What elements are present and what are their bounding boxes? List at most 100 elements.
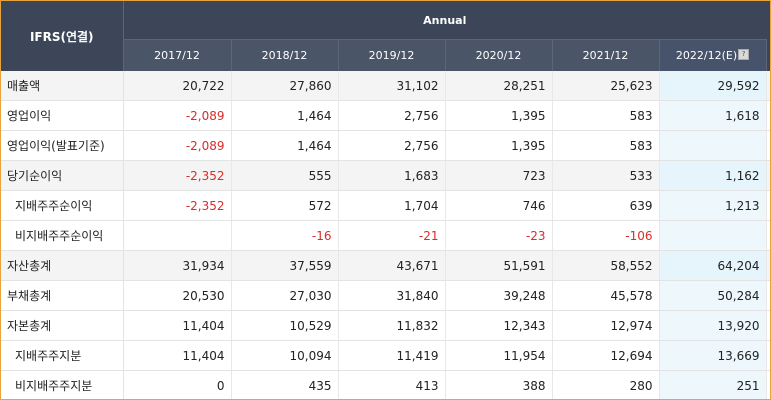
table-row: 지배주주지분 11,404 10,094 11,419 11,954 12,694 13,6…: [1, 340, 770, 371]
estimate-value-cell: 1,162: [659, 160, 767, 191]
value-cell: 39,248: [445, 280, 553, 311]
value-cell: 555: [231, 160, 339, 191]
value-cell: -106: [552, 220, 660, 251]
value-cell: 12,974: [552, 310, 660, 341]
header-overflow-edge: [766, 1, 770, 71]
row-label: 비지배주주지분: [1, 370, 124, 399]
value-cell: 583: [552, 100, 660, 131]
row-overflow-edge: [766, 190, 770, 221]
value-cell: -2,352: [123, 190, 232, 221]
estimate-value-cell: 29,592: [659, 71, 767, 101]
estimate-value-cell: 64,204: [659, 250, 767, 281]
value-cell: 0: [123, 370, 232, 399]
value-cell: 58,552: [552, 250, 660, 281]
value-cell: 27,030: [231, 280, 339, 311]
table-row: 영업이익(발표기준) -2,089 1,464 2,756 1,395 583: [1, 130, 770, 161]
value-cell: -16: [231, 220, 339, 251]
table-row: 당기순이익 -2,352 555 1,683 723 533 1,162: [1, 160, 770, 191]
row-label: 자본총계: [1, 310, 124, 341]
value-cell: 11,832: [338, 310, 446, 341]
row-overflow-edge: [766, 250, 770, 281]
value-cell: 639: [552, 190, 660, 221]
value-cell: 11,954: [445, 340, 553, 371]
year-header: 2020/12: [445, 39, 553, 71]
value-cell: 45,578: [552, 280, 660, 311]
value-cell: -21: [338, 220, 446, 251]
table-row: 지배주주순이익 -2,352 572 1,704 746 639 1,213: [1, 190, 770, 221]
value-cell: 1,464: [231, 130, 339, 161]
row-label: 비지배주주순이익: [1, 220, 124, 251]
value-cell: 31,934: [123, 250, 232, 281]
value-cell: 11,419: [338, 340, 446, 371]
row-overflow-edge: [766, 71, 770, 101]
row-label: 지배주주지분: [1, 340, 124, 371]
row-overflow-edge: [766, 100, 770, 131]
estimate-value-cell: 251: [659, 370, 767, 399]
value-cell: 533: [552, 160, 660, 191]
value-cell: 723: [445, 160, 553, 191]
value-cell: 27,860: [231, 71, 339, 101]
value-cell: 413: [338, 370, 446, 399]
year-header: 2021/12: [552, 39, 660, 71]
year-header: 2018/12: [231, 39, 339, 71]
estimate-value-cell: 50,284: [659, 280, 767, 311]
value-cell: 746: [445, 190, 553, 221]
row-label: 영업이익: [1, 100, 124, 131]
value-cell: 31,102: [338, 71, 446, 101]
value-cell: -2,352: [123, 160, 232, 191]
value-cell: 583: [552, 130, 660, 161]
row-label: 영업이익(발표기준): [1, 130, 124, 161]
table-body: 매출액 20,722 27,860 31,102 28,251 25,623 29,592 영…: [1, 71, 770, 399]
table-row: 자본총계 11,404 10,529 11,832 12,343 12,974 13,920: [1, 310, 770, 341]
value-cell: 388: [445, 370, 553, 399]
estimate-value-cell: 13,920: [659, 310, 767, 341]
value-cell: 572: [231, 190, 339, 221]
estimate-value-cell: 1,213: [659, 190, 767, 221]
row-overflow-edge: [766, 340, 770, 371]
value-cell: 11,404: [123, 340, 232, 371]
value-cell: [123, 220, 232, 251]
row-overflow-edge: [766, 220, 770, 251]
value-cell: 1,683: [338, 160, 446, 191]
question-icon[interactable]: ?: [738, 49, 750, 60]
value-cell: -2,089: [123, 130, 232, 161]
value-cell: 37,559: [231, 250, 339, 281]
row-overflow-edge: [766, 310, 770, 341]
value-cell: 12,694: [552, 340, 660, 371]
annual-header: Annual: [123, 1, 767, 40]
year-header: 2017/12: [123, 39, 232, 71]
value-cell: 28,251: [445, 71, 553, 101]
table-row: 자산총계 31,934 37,559 43,671 51,591 58,552 64,204: [1, 250, 770, 281]
estimate-year-label: 2022/12(E): [675, 49, 738, 62]
value-cell: 10,529: [231, 310, 339, 341]
value-cell: 10,094: [231, 340, 339, 371]
table-row: 부채총계 20,530 27,030 31,840 39,248 45,578 50,284: [1, 280, 770, 311]
value-cell: 280: [552, 370, 660, 399]
row-overflow-edge: [766, 130, 770, 161]
row-label: 당기순이익: [1, 160, 124, 191]
value-cell: 435: [231, 370, 339, 399]
value-cell: 20,722: [123, 71, 232, 101]
value-cell: 1,704: [338, 190, 446, 221]
value-cell: 43,671: [338, 250, 446, 281]
row-label: 부채총계: [1, 280, 124, 311]
table-row: 매출액 20,722 27,860 31,102 28,251 25,623 29,592: [1, 71, 770, 101]
row-overflow-edge: [766, 280, 770, 311]
row-overflow-edge: [766, 370, 770, 399]
value-cell: -23: [445, 220, 553, 251]
value-cell: 31,840: [338, 280, 446, 311]
estimate-year-header: 2022/12(E)?: [659, 39, 767, 71]
table-row: 영업이익 -2,089 1,464 2,756 1,395 583 1,618: [1, 100, 770, 131]
row-label: 자산총계: [1, 250, 124, 281]
value-cell: -2,089: [123, 100, 232, 131]
value-cell: 2,756: [338, 130, 446, 161]
value-cell: 1,464: [231, 100, 339, 131]
accounting-standard-header: IFRS(연결): [1, 1, 124, 71]
value-cell: 25,623: [552, 71, 660, 101]
value-cell: 12,343: [445, 310, 553, 341]
value-cell: 2,756: [338, 100, 446, 131]
value-cell: 1,395: [445, 130, 553, 161]
value-cell: 20,530: [123, 280, 232, 311]
